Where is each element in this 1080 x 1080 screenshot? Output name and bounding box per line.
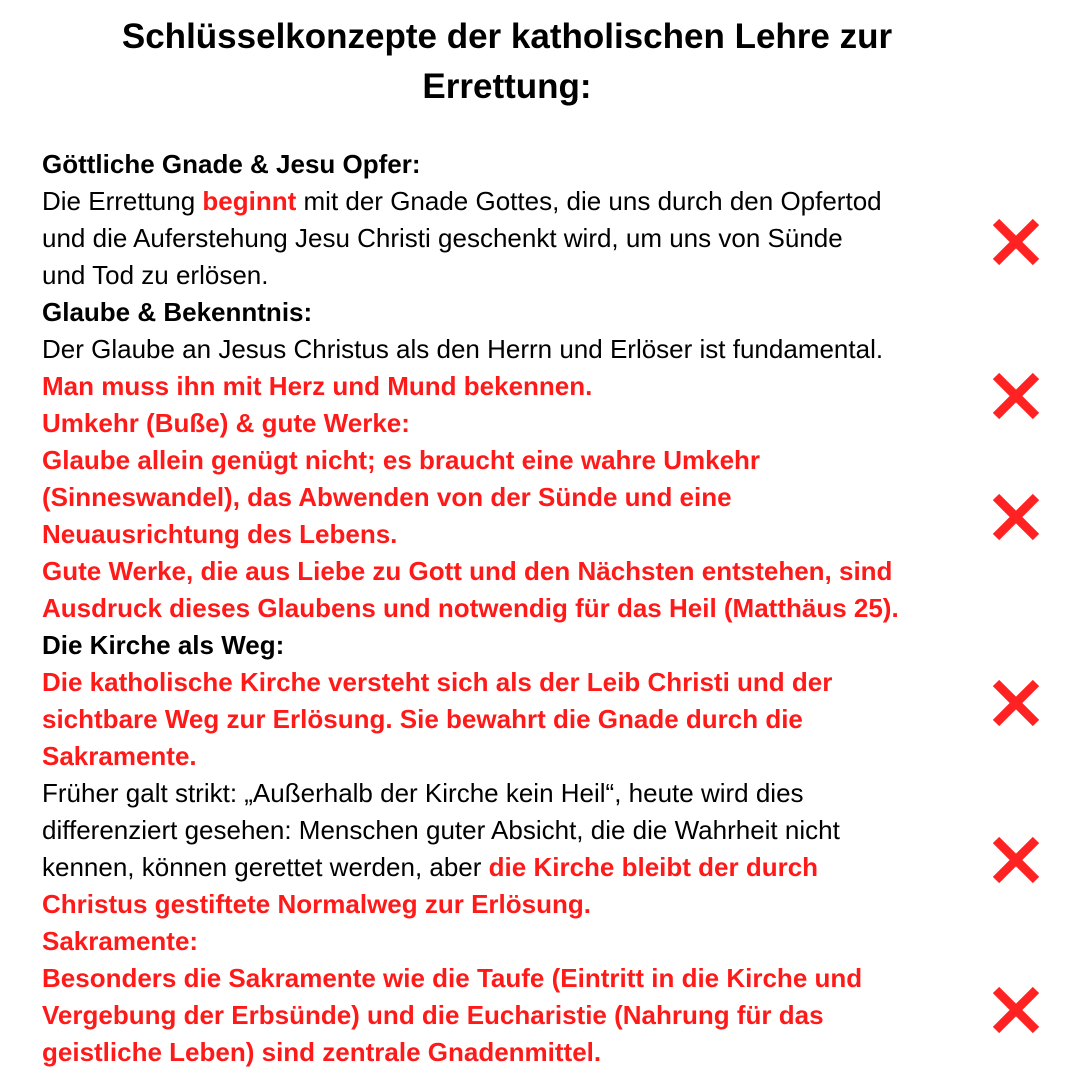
text-line: differenziert gesehen: Menschen guter Ab… bbox=[42, 812, 899, 849]
highlighted-text: Sakramente. bbox=[42, 741, 197, 771]
highlighted-text: geistliche Leben) sind zentrale Gnadenmi… bbox=[42, 1037, 602, 1067]
body-text-segment: kennen, können gerettet werden, aber bbox=[42, 852, 489, 882]
highlighted-text: Christus gestiftete Normalweg zur Erlösu… bbox=[42, 889, 591, 919]
body-text: Göttliche Gnade & Jesu Opfer: Die Errettu… bbox=[42, 146, 899, 1071]
body-text-segment: und Tod zu erlösen. bbox=[42, 260, 269, 290]
text-line: Neuausrichtung des Lebens. bbox=[42, 516, 899, 553]
text-line: Früher galt strikt: „Außerhalb der Kirch… bbox=[42, 775, 899, 812]
body-text-segment: und die Auferstehung Jesu Christi gesche… bbox=[42, 223, 843, 253]
title-line-2: Errettung: bbox=[422, 67, 592, 106]
text-line: Man muss ihn mit Herz und Mund bekennen. bbox=[42, 368, 899, 405]
text-line: sichtbare Weg zur Erlösung. Sie bewahrt … bbox=[42, 701, 899, 738]
highlighted-text: sichtbare Weg zur Erlösung. Sie bewahrt … bbox=[42, 704, 803, 734]
highlighted-text: Vergebung der Erbsünde) und die Eucharis… bbox=[42, 1000, 824, 1030]
section-heading: Die Kirche als Weg: bbox=[42, 630, 285, 660]
highlighted-text: beginnt bbox=[202, 186, 297, 216]
text-line: geistliche Leben) sind zentrale Gnadenmi… bbox=[42, 1034, 899, 1071]
text-line: und die Auferstehung Jesu Christi gesche… bbox=[42, 220, 899, 257]
highlighted-text: Glaube allein genügt nicht; es braucht e… bbox=[42, 445, 761, 475]
text-line: Ausdruck dieses Glaubens und notwendig f… bbox=[42, 590, 899, 627]
text-line: Christus gestiftete Normalweg zur Erlösu… bbox=[42, 886, 899, 923]
highlighted-text: Sakramente: bbox=[42, 926, 199, 956]
section-heading: Glaube & Bekenntnis: bbox=[42, 297, 313, 327]
text-line: Umkehr (Buße) & gute Werke: bbox=[42, 405, 899, 442]
body-text-segment: differenziert gesehen: Menschen guter Ab… bbox=[42, 815, 840, 845]
red-x-cross-icon bbox=[990, 677, 1042, 729]
red-x-cross-icon bbox=[990, 984, 1042, 1036]
section-heading: Göttliche Gnade & Jesu Opfer: bbox=[42, 149, 421, 179]
highlighted-text: die Kirche bleibt der durch bbox=[488, 852, 819, 882]
text-line: Besonders die Sakramente wie die Taufe (… bbox=[42, 960, 899, 997]
text-line: Die Kirche als Weg: bbox=[42, 627, 899, 664]
text-line: und Tod zu erlösen. bbox=[42, 257, 899, 294]
highlighted-text: Die katholische Kirche versteht sich als… bbox=[42, 667, 833, 697]
red-x-cross-icon bbox=[990, 834, 1042, 886]
highlighted-text: Neuausrichtung des Lebens. bbox=[42, 519, 398, 549]
text-line: Vergebung der Erbsünde) und die Eucharis… bbox=[42, 997, 899, 1034]
text-line: Glaube allein genügt nicht; es braucht e… bbox=[42, 442, 899, 479]
body-text-segment: Der Glaube an Jesus Christus als den Her… bbox=[42, 334, 884, 364]
text-line: kennen, können gerettet werden, aber die… bbox=[42, 849, 899, 886]
text-line: Sakramente: bbox=[42, 923, 899, 960]
highlighted-text: (Sinneswandel), das Abwenden von der Sün… bbox=[42, 482, 732, 512]
text-line: (Sinneswandel), das Abwenden von der Sün… bbox=[42, 479, 899, 516]
text-line: Sakramente. bbox=[42, 738, 899, 775]
text-line: Die katholische Kirche versteht sich als… bbox=[42, 664, 899, 701]
text-line: Die Errettung beginnt mit der Gnade Gott… bbox=[42, 183, 899, 220]
text-line: Göttliche Gnade & Jesu Opfer: bbox=[42, 146, 899, 183]
red-x-cross-icon bbox=[990, 216, 1042, 268]
highlighted-text: Gute Werke, die aus Liebe zu Gott und de… bbox=[42, 556, 893, 586]
highlighted-text: Man muss ihn mit Herz und Mund bekennen. bbox=[42, 371, 593, 401]
title-line-1: Schlüsselkonzepte der katholischen Lehre… bbox=[121, 17, 893, 56]
text-line: Der Glaube an Jesus Christus als den Her… bbox=[42, 331, 899, 368]
text-line: Gute Werke, die aus Liebe zu Gott und de… bbox=[42, 553, 899, 590]
text-line: Glaube & Bekenntnis: bbox=[42, 294, 899, 331]
body-text-segment: Die Errettung bbox=[42, 186, 203, 216]
red-x-cross-icon bbox=[990, 491, 1042, 543]
highlighted-text: Umkehr (Buße) & gute Werke: bbox=[42, 408, 410, 438]
red-x-cross-icon bbox=[990, 370, 1042, 422]
highlighted-text: Besonders die Sakramente wie die Taufe (… bbox=[42, 963, 863, 993]
page-title: Schlüsselkonzepte der katholischen Lehre… bbox=[0, 12, 1014, 112]
highlighted-text: Ausdruck dieses Glaubens und notwendig f… bbox=[42, 593, 899, 623]
body-text-segment: mit der Gnade Gottes, die uns durch den … bbox=[296, 186, 882, 216]
body-text-segment: Früher galt strikt: „Außerhalb der Kirch… bbox=[42, 778, 804, 808]
